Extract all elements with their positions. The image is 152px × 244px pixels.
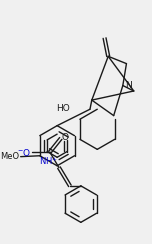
Text: $^{-}$O: $^{-}$O xyxy=(17,147,31,158)
Text: NH$^{+}$: NH$^{+}$ xyxy=(39,155,57,167)
Text: N: N xyxy=(126,81,132,90)
Text: HO: HO xyxy=(56,104,70,113)
Text: MeO: MeO xyxy=(1,152,20,161)
Text: O: O xyxy=(62,133,69,142)
